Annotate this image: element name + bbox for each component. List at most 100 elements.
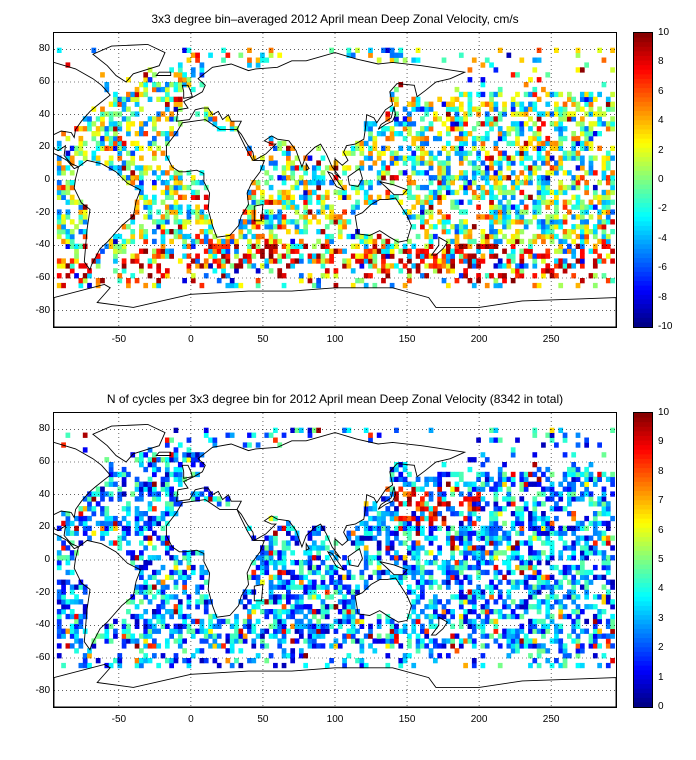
heatmap-cell [376, 540, 382, 546]
heatmap-cell [549, 662, 555, 669]
heatmap-cell [428, 550, 434, 556]
heatmap-cell [610, 427, 615, 433]
heatmap-cell [255, 224, 261, 230]
heatmap-cell [497, 86, 503, 93]
heatmap-cell [268, 160, 274, 166]
heatmap-cell [255, 604, 261, 610]
heatmap-cell [463, 121, 468, 127]
colorbar-band [634, 578, 652, 584]
heatmap-cell [117, 653, 123, 659]
heatmap-cell [597, 550, 602, 556]
colorbar-tick-label: -6 [658, 262, 667, 274]
heatmap-cell [471, 57, 477, 63]
heatmap-cell [592, 653, 598, 659]
heatmap-cell [515, 648, 520, 654]
heatmap-cell [545, 584, 551, 590]
heatmap-cell [251, 609, 257, 615]
heatmap-cell [394, 496, 399, 502]
heatmap-cell [281, 432, 287, 438]
heatmap-cell [597, 535, 602, 541]
heatmap-cell [273, 535, 278, 541]
heatmap-cell [225, 496, 231, 502]
heatmap-cell [190, 194, 196, 200]
heatmap-cell [454, 233, 460, 240]
heatmap-cell [307, 638, 313, 644]
heatmap-cell [298, 165, 304, 171]
heatmap-cell [350, 628, 356, 634]
heatmap-cell [445, 243, 451, 249]
heatmap-cell [169, 248, 174, 254]
heatmap-cell [424, 633, 430, 639]
heatmap-cell [311, 564, 317, 571]
heatmap-cell [225, 258, 231, 264]
heatmap-cell [441, 229, 447, 235]
heatmap-cell [208, 437, 213, 443]
heatmap-cell [605, 618, 611, 625]
heatmap-cell [169, 209, 174, 215]
heatmap-cell [273, 233, 278, 240]
heatmap-cell [355, 618, 360, 625]
colorbar-band [634, 244, 652, 250]
heatmap-cell [610, 623, 615, 629]
heatmap-cell [605, 501, 611, 507]
heatmap-cell [368, 263, 373, 269]
heatmap-cell [497, 481, 503, 487]
heatmap-cell [463, 555, 468, 561]
heatmap-cell [298, 175, 304, 181]
heatmap-cell [415, 101, 421, 107]
heatmap-cell [139, 170, 144, 176]
heatmap-cell [69, 258, 75, 264]
heatmap-cell [216, 496, 222, 502]
heatmap-cell [203, 248, 209, 254]
heatmap-cell [554, 233, 559, 240]
heatmap-cell [476, 515, 481, 522]
heatmap-cell [402, 248, 408, 254]
heatmap-cell [476, 150, 481, 156]
heatmap-cell [415, 579, 421, 585]
heatmap-cell [100, 121, 105, 127]
heatmap-cell [558, 263, 564, 269]
heatmap-cell [549, 229, 555, 235]
heatmap-cell [350, 540, 356, 546]
heatmap-cell [372, 238, 378, 245]
heatmap-cell [337, 214, 343, 220]
heatmap-cell [324, 214, 330, 220]
heatmap-cell [592, 643, 598, 649]
heatmap-cell [489, 243, 494, 249]
heatmap-cell [536, 560, 542, 566]
heatmap-cell [454, 486, 460, 492]
heatmap-cell [497, 131, 503, 137]
heatmap-cell [579, 278, 585, 284]
heatmap-cell [567, 481, 572, 487]
heatmap-cell [311, 545, 317, 551]
heatmap-cell [428, 224, 434, 230]
heatmap-cell [216, 248, 222, 254]
heatmap-cell [579, 564, 585, 571]
heatmap-cell [545, 628, 551, 634]
heatmap-cell [476, 155, 481, 161]
heatmap-cell [134, 145, 140, 151]
heatmap-cell [260, 253, 265, 259]
heatmap-cell [139, 550, 144, 556]
heatmap-cell [523, 638, 529, 644]
heatmap-cell [584, 491, 590, 497]
heatmap-cell [169, 496, 174, 502]
heatmap-cell [407, 520, 412, 527]
heatmap-cell [346, 194, 352, 200]
heatmap-cell [316, 555, 321, 561]
heatmap-cell [588, 229, 594, 235]
heatmap-cell [523, 476, 529, 482]
heatmap-cell [156, 618, 162, 625]
heatmap-cell [143, 282, 149, 289]
heatmap-cell [307, 219, 313, 225]
heatmap-cell [173, 170, 179, 176]
heatmap-cell [489, 204, 494, 210]
heatmap-cell [532, 520, 538, 527]
heatmap-cell [242, 638, 248, 644]
heatmap-cell [56, 589, 62, 595]
heatmap-cell [402, 658, 408, 664]
heatmap-cell [290, 204, 296, 210]
heatmap-cell [381, 47, 386, 53]
heatmap-cell [82, 589, 88, 595]
heatmap-cell [497, 263, 503, 269]
